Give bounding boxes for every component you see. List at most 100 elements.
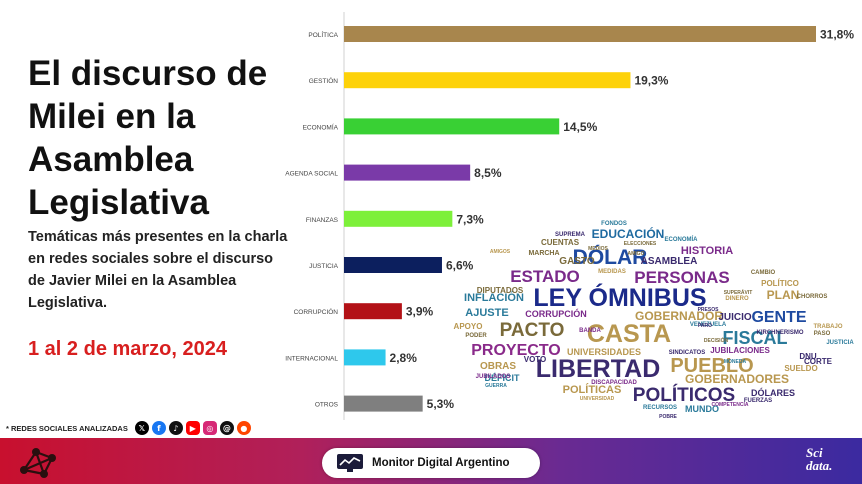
- youtube-icon: ▶: [185, 421, 200, 435]
- page-title: El discurso de Milei en la Asamblea Legi…: [28, 54, 268, 222]
- bar: [344, 26, 816, 42]
- word-cloud-word: OBRAS: [480, 361, 516, 372]
- word-cloud-word: CUENTAS: [541, 238, 580, 247]
- word-cloud-word: FISCAL: [723, 328, 788, 348]
- social-networks-row: * REDES SOCIALES ANALIZADAS 𝕏 f ♪ ▶ ◎ @ …: [6, 418, 251, 438]
- value-label: 8,5%: [474, 166, 502, 180]
- value-label: 2,8%: [390, 351, 418, 365]
- brand-name: Monitor Digital Argentino: [372, 457, 510, 469]
- word-cloud-word: BANDA: [579, 328, 601, 334]
- category-label: FINANZAS: [306, 217, 339, 224]
- word-cloud-word: VENEZUELA: [690, 322, 727, 328]
- word-cloud: LEY ÓMNIBUS CASTA LIBERTAD PUEBLO DÓLARPERSO…: [454, 221, 855, 420]
- partner-logo: Sci data.: [806, 446, 852, 472]
- word-cloud-word: PACTO: [500, 320, 565, 341]
- bar: [344, 349, 386, 366]
- word-cloud-word: SUPERÁVIT: [724, 289, 753, 296]
- reddit-icon: ●: [236, 421, 251, 435]
- category-label: CORRUPCIÓN: [294, 307, 339, 316]
- word-cloud-word: VOTO: [524, 355, 547, 364]
- word-cloud-word: DINERO: [725, 296, 749, 302]
- word-cloud-word: PLAN: [767, 288, 800, 302]
- word-cloud-word: ELECCIONES: [624, 241, 657, 247]
- word-cloud-word: AMIGO: [628, 251, 645, 257]
- word-cloud-word: MARCHA: [528, 250, 559, 257]
- category-label: AGENDA SOCIAL: [285, 171, 338, 178]
- bar: [344, 72, 631, 89]
- word-cloud-word: MUNDO: [685, 404, 719, 414]
- word-cloud-word: JUBILADOS: [476, 374, 511, 380]
- word-cloud-word: CHORROS: [797, 294, 828, 300]
- value-label: 31,8%: [820, 28, 854, 42]
- category-label: JUSTICIA: [309, 263, 339, 270]
- word-cloud-word: PODER: [465, 333, 487, 339]
- brand-pill: Monitor Digital Argentino: [322, 448, 540, 478]
- word-cloud-word: GENTE: [751, 309, 806, 326]
- word-cloud-word: DISCAPACIDAD: [591, 380, 637, 386]
- word-cloud-word: CAMBIO: [751, 270, 776, 276]
- word-cloud-word: PRESOS: [698, 307, 720, 313]
- word-cloud-word: JUSTICIA: [826, 340, 854, 346]
- word-cloud-word: APOYO: [454, 322, 483, 331]
- bar: [344, 303, 402, 320]
- word-cloud-word: JUICIO: [718, 312, 752, 323]
- category-label: POLÍTICA: [308, 30, 338, 39]
- facebook-icon: f: [151, 421, 166, 435]
- word-cloud-word: COMPETENCIA: [712, 402, 749, 408]
- value-label: 6,6%: [446, 259, 474, 273]
- word-cloud-word: JUBILACIONES: [710, 346, 770, 355]
- word-cloud-word: PROYECTO: [471, 342, 561, 359]
- word-cloud-word: GUERRA: [485, 383, 507, 389]
- category-label: ECONOMÍA: [303, 122, 339, 131]
- word-cloud-word: SINDICATOS: [669, 350, 705, 356]
- partner-logo-line1: Sci: [806, 445, 823, 460]
- word-cloud-word: MEDIDAS: [598, 269, 626, 275]
- bar: [344, 118, 560, 135]
- word-cloud-word: KIRCHNERISMO: [756, 330, 803, 336]
- word-cloud-word: RECURSOS: [643, 405, 677, 411]
- word-cloud-word: FUERZAS: [744, 398, 772, 404]
- word-cloud-word: PUEBLO: [670, 355, 753, 377]
- word-cloud-word: AJUSTE: [465, 307, 508, 319]
- word-cloud-word: DNU: [799, 352, 817, 361]
- word-cloud-word: POLÍTICOS: [633, 384, 735, 406]
- bar: [344, 257, 442, 273]
- word-cloud-word: SUELDO: [784, 364, 817, 373]
- word-cloud-word: CORRUPCIÓN: [525, 308, 587, 319]
- word-cloud-word: DÉFICIT: [485, 373, 521, 383]
- word-cloud-word: TRABAJO: [813, 324, 842, 330]
- word-cloud-word: CASTA: [587, 320, 671, 348]
- value-label: 19,3%: [634, 74, 668, 88]
- word-cloud-word: LIBERTAD: [536, 355, 661, 383]
- word-cloud-word: INFLACIÓN: [464, 291, 524, 304]
- bar: [344, 210, 453, 227]
- category-label: INTERNACIONAL: [285, 355, 338, 362]
- word-cloud-word: ESTADO: [510, 267, 580, 286]
- category-label: OTROS: [315, 402, 339, 409]
- monitor-icon: [337, 454, 363, 472]
- value-label: 5,3%: [427, 397, 455, 411]
- word-cloud-word: PARO: [698, 323, 712, 329]
- tiktok-icon: ♪: [168, 421, 183, 435]
- category-label: GESTIÓN: [309, 76, 339, 85]
- word-cloud-word: MEDIOS: [588, 246, 608, 252]
- word-cloud-word: UNIVERSIDAD: [580, 396, 615, 402]
- word-cloud-word: FONDOS: [601, 221, 627, 227]
- word-cloud-word: POLÍTICAS: [563, 383, 622, 396]
- word-cloud-word: PERSONAS: [634, 268, 729, 287]
- x-icon: 𝕏: [134, 421, 149, 435]
- word-cloud-word: GOBERNADORES: [685, 372, 789, 386]
- instagram-icon: ◎: [202, 421, 217, 435]
- word-cloud-word: GASTO: [559, 256, 595, 267]
- bar: [344, 164, 471, 181]
- word-cloud-word: SUPREMA: [555, 232, 586, 238]
- word-cloud-word: DECISIÓN: [704, 336, 729, 344]
- word-cloud-word: UNIVERSIDADES: [567, 347, 641, 357]
- word-cloud-word: CORTE: [804, 357, 833, 366]
- value-label: 14,5%: [563, 120, 597, 134]
- page-subtitle: Temáticas más presentes en la charla en …: [28, 229, 288, 311]
- word-cloud-word: AMIGOS: [490, 249, 511, 255]
- word-cloud-word: GOBERNADOR: [635, 309, 723, 323]
- date-range: 1 al 2 de marzo, 2024: [28, 338, 228, 360]
- word-cloud-word: ASAMBLEA: [641, 256, 698, 267]
